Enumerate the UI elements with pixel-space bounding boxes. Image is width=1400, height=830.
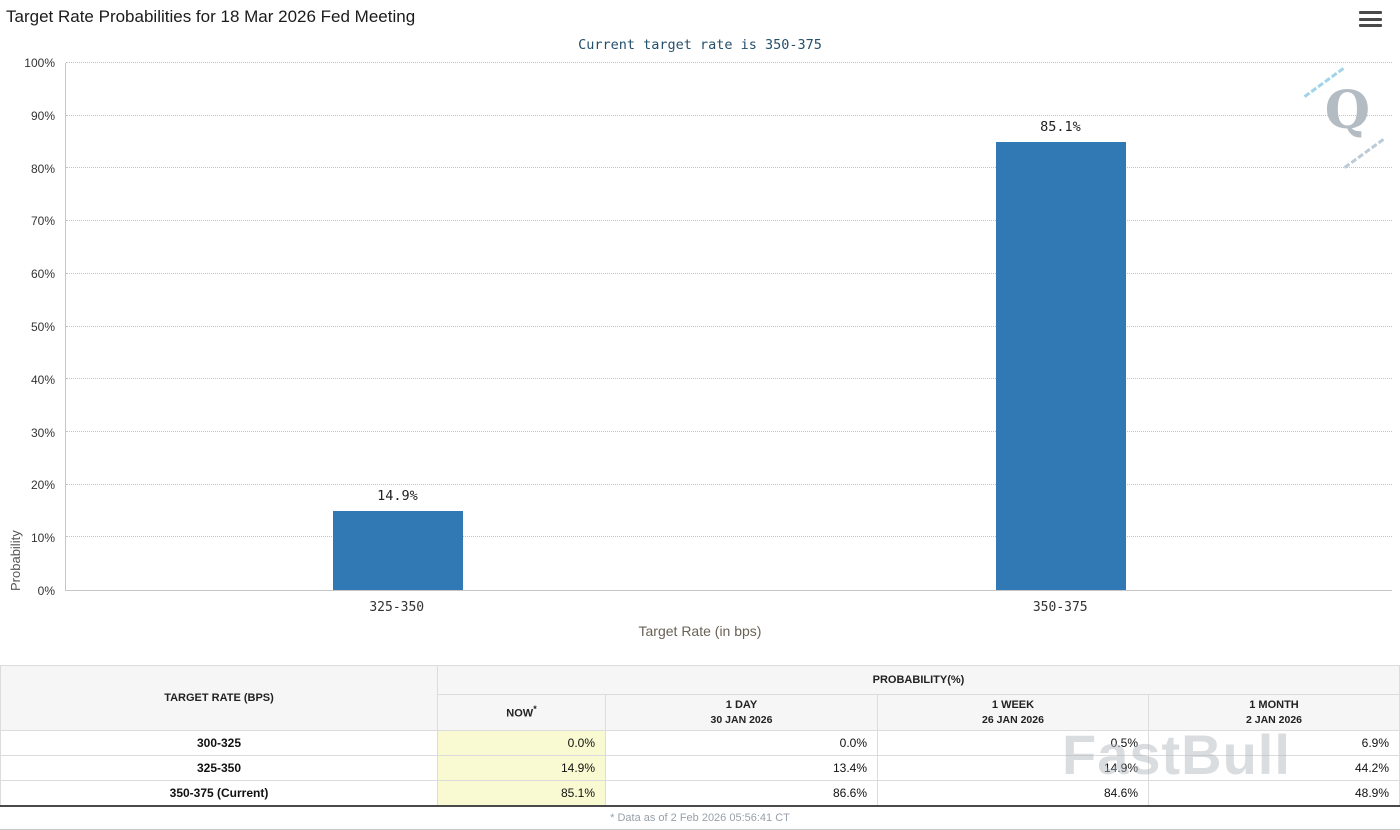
month-cell: 44.2% — [1148, 755, 1400, 782]
chart-canvas: Probability 0% 10% 20% 30% 40% 50% 60% 70% 80% 90… — [8, 57, 1392, 597]
gridline — [66, 325, 1392, 327]
y-tick-label: 20% — [30, 478, 55, 493]
page-title: Target Rate Probabilities for 18 Mar 202… — [6, 7, 416, 26]
hamburger-bar — [1359, 17, 1382, 21]
column-sublabel: 2 JAN 2026 — [1245, 713, 1303, 726]
gridline — [66, 536, 1392, 538]
day-cell: 13.4% — [605, 755, 878, 782]
probability-chart: Current target rate is 350-375 Probabili… — [0, 37, 1400, 639]
x-axis-title: Target Rate (in bps) — [638, 623, 762, 639]
bar-slot-350-375: 85.1% — [729, 63, 1392, 590]
rate-cell: 350-375 (Current) — [0, 780, 438, 807]
data-timestamp-note: * Data as of 2 Feb 2026 05:56:41 CT — [610, 811, 790, 824]
footnote-marker: * — [533, 704, 537, 715]
gridline — [66, 114, 1392, 116]
y-tick-label: 0% — [37, 584, 55, 598]
probability-group-header: PROBABILITY(%) — [437, 665, 1400, 695]
week-cell: 0.5% — [877, 730, 1149, 757]
hamburger-bar — [1359, 24, 1382, 27]
column-header-1month: 1 MONTH 2 JAN 2026 — [1148, 693, 1400, 732]
y-tick-label: 10% — [30, 531, 55, 546]
bar-slot-325-350: 14.9% — [66, 63, 729, 590]
now-cell: 14.9% — [437, 755, 606, 782]
gridline — [66, 430, 1392, 432]
y-tick-label: 60% — [30, 267, 55, 282]
probability-bar — [995, 141, 1126, 590]
target-rate-header: TARGET RATE (BPS) — [0, 664, 438, 732]
y-tick-label: 100% — [24, 56, 55, 70]
gridline — [66, 483, 1392, 485]
column-header-1week: 1 WEEK 26 JAN 2026 — [877, 693, 1149, 732]
bar-value-label: 14.9% — [377, 488, 418, 505]
rate-cell: 300-325 — [0, 730, 438, 757]
probability-table: TARGET RATE (BPS) PROBABILITY(%) NOW* 1 … — [0, 664, 1400, 807]
plot-area: 14.9% 85.1% Q — [65, 62, 1392, 591]
gridlines-layer — [66, 62, 1392, 590]
table-column-header-row: NOW* 1 DAY 30 JAN 2026 1 WEEK 26 JAN 202… — [1, 693, 1400, 732]
column-sublabel: 26 JAN 2026 — [982, 713, 1044, 726]
now-cell: 0.0% — [437, 730, 606, 757]
page-header: Target Rate Probabilities for 18 Mar 202… — [0, 0, 1400, 30]
gridline — [66, 272, 1392, 274]
hamburger-menu-icon[interactable] — [1359, 11, 1382, 27]
y-tick-label: 50% — [30, 320, 55, 334]
bar-value-label: 85.1% — [1040, 118, 1081, 135]
now-cell: 85.1% — [437, 780, 606, 807]
week-cell: 14.9% — [877, 755, 1149, 782]
column-label: NOW — [506, 707, 534, 720]
y-tick-label: 70% — [30, 214, 55, 229]
month-cell: 48.9% — [1148, 780, 1400, 807]
column-label: 1 MONTH — [1249, 699, 1299, 711]
x-axis-categories: 325-350 350-375 — [65, 591, 1392, 615]
gridline — [66, 378, 1392, 380]
column-header-1day: 1 DAY 30 JAN 2026 — [605, 693, 878, 732]
y-tick-label: 80% — [30, 161, 55, 176]
y-tick-label: 30% — [30, 425, 55, 440]
day-cell: 86.6% — [605, 780, 878, 807]
gridline — [66, 62, 1392, 63]
probability-bar — [332, 511, 463, 590]
chart-title: Current target rate is 350-375 — [578, 37, 822, 53]
week-cell: 84.6% — [877, 780, 1149, 807]
table-group-header-row: TARGET RATE (BPS) PROBABILITY(%) — [0, 664, 1400, 732]
y-tick-label: 40% — [30, 372, 55, 387]
x-category-label: 350-375 — [1032, 600, 1088, 615]
gridline — [66, 167, 1392, 169]
table-row: 325-350 14.9% 13.4% 14.9% 44.2% — [0, 755, 1400, 782]
hamburger-bar — [1359, 11, 1382, 14]
table-row: 300-325 0.0% 0.0% 0.5% 6.9% — [0, 730, 1400, 757]
column-label: 1 WEEK — [991, 699, 1035, 711]
column-label: 1 DAY — [725, 699, 758, 711]
x-category-label: 325-350 — [369, 600, 425, 615]
gridline — [66, 220, 1392, 222]
day-cell: 0.0% — [605, 730, 878, 757]
month-cell: 6.9% — [1148, 730, 1400, 757]
column-header-now: NOW* — [437, 693, 606, 732]
column-sublabel: 30 JAN 2026 — [710, 713, 773, 726]
y-tick-label: 90% — [30, 108, 55, 123]
y-axis-ticks: 0% 10% 20% 30% 40% 50% 60% 70% 80% 90% 100% — [0, 57, 65, 597]
rate-cell: 325-350 — [0, 755, 438, 782]
table-row: 350-375 (Current) 85.1% 86.6% 84.6% 48.9… — [0, 780, 1400, 807]
